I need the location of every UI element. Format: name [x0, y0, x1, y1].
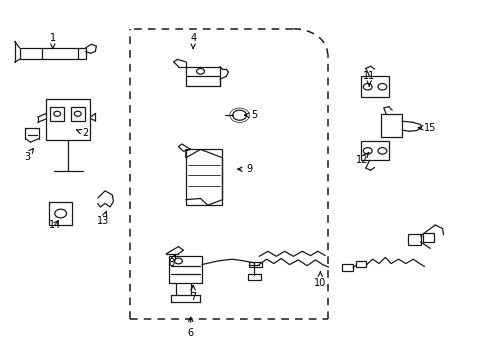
Bar [20, 48, 85, 59]
Bar [50, 107, 64, 121]
Text: 1: 1 [50, 33, 56, 49]
Text: 6: 6 [187, 317, 193, 338]
Bar [381, 114, 401, 137]
Text: 10: 10 [313, 272, 326, 288]
Bar [49, 202, 72, 225]
Text: 11: 11 [362, 71, 375, 86]
Bar [71, 107, 84, 121]
Text: 8: 8 [168, 255, 175, 268]
Bar [422, 233, 433, 242]
Bar [46, 99, 90, 140]
Bar [360, 141, 388, 160]
Text: 15: 15 [417, 123, 436, 133]
Bar [342, 264, 352, 271]
Bar [360, 76, 388, 97]
Text: 14: 14 [48, 220, 61, 230]
Text: 9: 9 [237, 164, 252, 174]
Bar [247, 274, 260, 280]
Text: 3: 3 [24, 149, 33, 162]
Bar [168, 256, 202, 283]
Bar [407, 234, 420, 245]
Bar [355, 261, 365, 267]
Bar [185, 149, 222, 205]
Text: 7: 7 [190, 285, 196, 302]
Text: 12: 12 [355, 152, 368, 165]
Text: 13: 13 [96, 211, 109, 226]
Bar [185, 67, 220, 86]
Text: 2: 2 [77, 128, 88, 138]
Text: 5: 5 [244, 110, 257, 120]
Text: 4: 4 [190, 33, 196, 49]
Bar [249, 262, 261, 267]
